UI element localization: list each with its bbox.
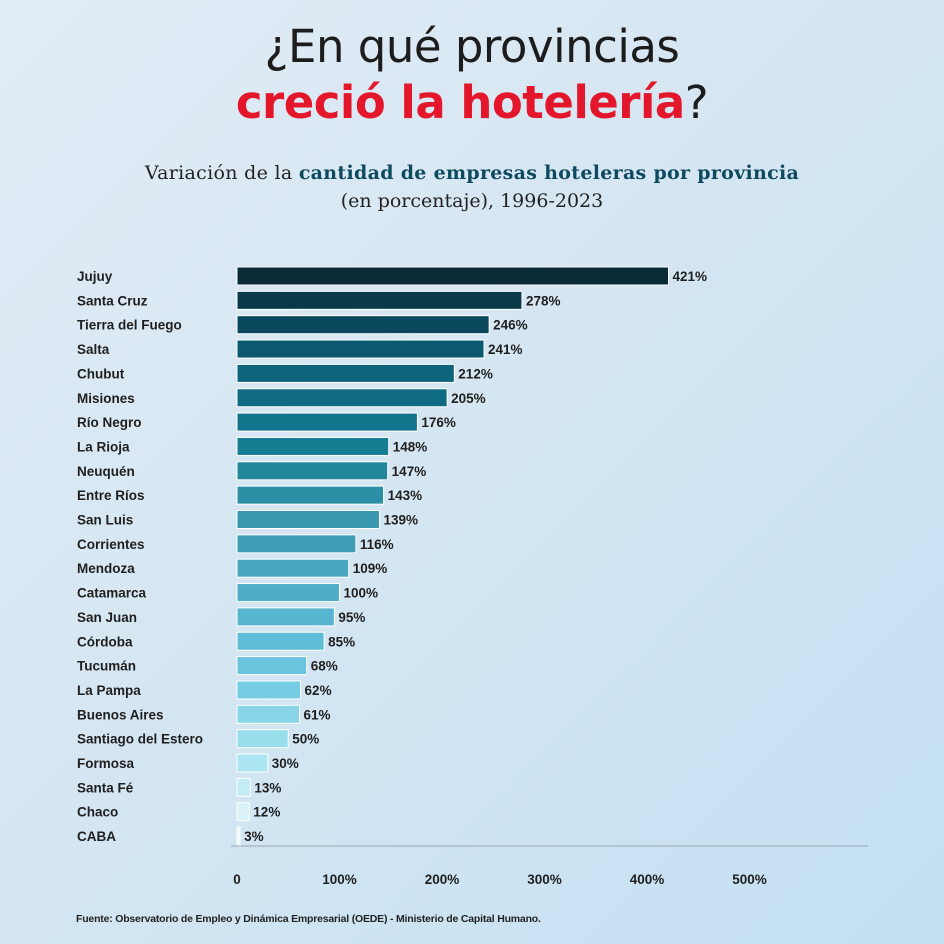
bar xyxy=(236,729,289,749)
category-label: Santa Cruz xyxy=(77,293,148,308)
bar xyxy=(236,461,389,481)
x-tick-label: 200% xyxy=(425,872,460,887)
category-label: Tucumán xyxy=(77,659,136,674)
category-label: Chubut xyxy=(77,366,125,381)
subtitle-highlight: cantidad de empresas hoteleras por provi… xyxy=(298,162,800,184)
x-tick-label: 400% xyxy=(630,872,665,887)
bar xyxy=(236,631,325,651)
category-label: Mendoza xyxy=(77,561,135,576)
chart-title-line1: ¿En qué provincias xyxy=(264,20,680,73)
data-label: 85% xyxy=(328,634,355,649)
category-label: CABA xyxy=(77,829,116,844)
category-label: Santa Fé xyxy=(77,780,134,795)
x-tick-label: 500% xyxy=(732,872,767,887)
bar xyxy=(236,485,385,505)
bar xyxy=(236,704,301,724)
bar xyxy=(236,315,490,335)
data-label: 246% xyxy=(493,318,528,333)
data-label: 68% xyxy=(311,659,338,674)
category-label: Chaco xyxy=(77,805,118,820)
data-label: 148% xyxy=(393,439,428,454)
data-label: 116% xyxy=(360,537,394,552)
bar xyxy=(236,802,250,822)
title-question-mark: ? xyxy=(684,76,709,129)
chart-subtitle-line2: (en porcentaje), 1996-2023 xyxy=(340,190,604,212)
data-label: 205% xyxy=(451,391,486,406)
category-label: Río Negro xyxy=(77,415,142,430)
data-label: 100% xyxy=(344,586,379,601)
bar xyxy=(236,534,357,554)
category-label: Buenos Aires xyxy=(77,707,164,722)
bar xyxy=(236,412,418,432)
data-label: 12% xyxy=(253,805,280,820)
category-label: Tierra del Fuego xyxy=(77,318,182,333)
x-tick-label: 300% xyxy=(527,872,562,887)
bar xyxy=(236,753,269,773)
data-label: 109% xyxy=(353,561,388,576)
category-label: Formosa xyxy=(77,756,135,771)
data-label: 421% xyxy=(673,269,708,284)
bar xyxy=(236,339,485,359)
data-label: 95% xyxy=(338,610,365,625)
bar xyxy=(236,363,455,383)
data-label: 176% xyxy=(421,415,456,430)
data-label: 61% xyxy=(304,707,331,722)
source-note: Fuente: Observatorio de Empleo y Dinámic… xyxy=(76,913,541,925)
subtitle-prefix: Variación de la xyxy=(144,162,299,184)
x-tick-label: 0 xyxy=(233,872,241,887)
data-label: 50% xyxy=(292,732,319,747)
data-label: 241% xyxy=(488,342,523,357)
data-label: 139% xyxy=(383,513,418,528)
bar xyxy=(236,290,523,310)
bar xyxy=(236,656,308,676)
bar xyxy=(236,607,335,627)
bar xyxy=(236,777,251,797)
bar xyxy=(236,558,350,578)
bar xyxy=(236,510,380,529)
category-label: Corrientes xyxy=(77,537,145,552)
category-label: La Pampa xyxy=(77,683,141,698)
chart-title-line2: creció la hotelería? xyxy=(0,76,944,129)
bar xyxy=(236,266,670,286)
data-label: 3% xyxy=(244,829,264,844)
category-label: Córdoba xyxy=(77,634,133,649)
category-label: Entre Ríos xyxy=(77,488,145,503)
category-label: Catamarca xyxy=(77,586,147,601)
bar xyxy=(236,583,340,603)
data-label: 278% xyxy=(526,293,561,308)
category-label: San Juan xyxy=(77,610,137,625)
data-label: 30% xyxy=(272,756,299,771)
chart-subtitle-line1: Variación de la cantidad de empresas hot… xyxy=(0,162,944,184)
bar xyxy=(236,436,390,456)
category-label: Neuquén xyxy=(77,464,135,479)
data-label: 212% xyxy=(458,366,493,381)
data-label: 143% xyxy=(388,488,423,503)
category-label: Misiones xyxy=(77,391,135,406)
bar xyxy=(236,388,448,408)
x-tick-label: 100% xyxy=(322,872,357,887)
title-highlight: creció la hotelería xyxy=(235,76,685,129)
category-label: San Luis xyxy=(77,513,133,528)
category-label: Santiago del Estero xyxy=(77,732,203,747)
category-label: La Rioja xyxy=(77,439,130,454)
category-label: Salta xyxy=(77,342,110,357)
data-label: 147% xyxy=(392,464,427,479)
data-label: 62% xyxy=(305,683,332,698)
bar xyxy=(236,680,302,700)
category-label: Jujuy xyxy=(77,269,113,284)
bar xyxy=(236,826,241,846)
data-label: 13% xyxy=(254,780,281,795)
